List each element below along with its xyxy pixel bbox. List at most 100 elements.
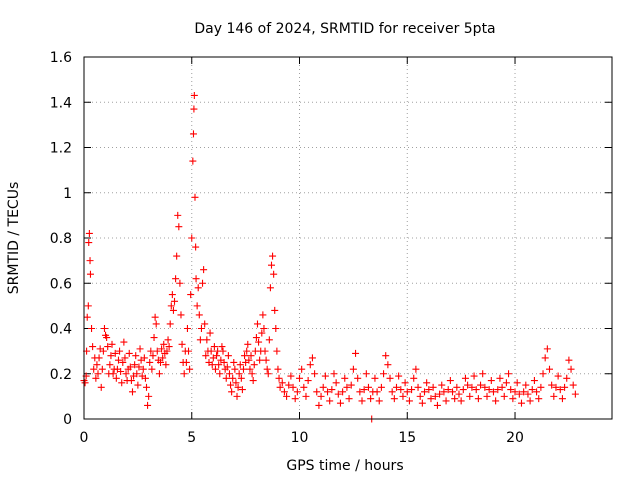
data-point [334, 390, 342, 398]
data-point [252, 334, 260, 342]
x-tick-label: 15 [398, 430, 416, 446]
data-point [108, 340, 116, 348]
data-point [234, 383, 242, 391]
data-point [304, 377, 312, 385]
data-point [216, 370, 224, 378]
data-point [200, 266, 208, 274]
data-point [188, 234, 196, 242]
data-point [164, 336, 172, 344]
data-point [126, 363, 134, 371]
data-point [405, 397, 413, 405]
data-point [190, 105, 198, 113]
data-point [220, 358, 228, 366]
data-point [427, 395, 435, 403]
data-point [165, 343, 173, 351]
data-point [237, 374, 245, 382]
data-point [225, 370, 233, 378]
data-point [111, 349, 119, 357]
data-point [81, 379, 89, 387]
data-point [440, 388, 448, 396]
data-point [418, 399, 426, 407]
data-point [412, 365, 420, 373]
data-point [571, 390, 579, 398]
data-point [153, 347, 161, 355]
y-tick-label: 0 [63, 412, 72, 428]
data-point [98, 365, 106, 373]
data-point [300, 383, 308, 391]
data-point [291, 395, 299, 403]
data-point [421, 388, 429, 396]
data-point [293, 388, 301, 396]
data-point [311, 370, 319, 378]
y-tick-label: 0.4 [50, 322, 72, 338]
data-point [399, 392, 407, 400]
data-point [215, 361, 223, 369]
data-point [326, 397, 334, 405]
data-point [95, 354, 103, 362]
data-point [429, 383, 437, 391]
data-point [362, 370, 370, 378]
data-point [135, 363, 143, 371]
data-point [487, 377, 495, 385]
data-point [339, 388, 347, 396]
data-point [517, 399, 525, 407]
data-point [410, 374, 418, 382]
data-point [360, 386, 368, 394]
data-point [275, 374, 283, 382]
data-point [187, 291, 195, 299]
data-point [118, 379, 126, 387]
data-point [336, 399, 344, 407]
data-point [116, 347, 124, 355]
data-point [120, 338, 128, 346]
data-point [92, 374, 100, 382]
data-point [175, 223, 183, 231]
data-point [195, 311, 203, 319]
data-point [185, 347, 193, 355]
data-point [550, 392, 558, 400]
data-point [125, 349, 133, 357]
data-point [199, 279, 207, 287]
data-point [248, 370, 256, 378]
data-point [489, 388, 497, 396]
data-point [526, 397, 534, 405]
data-point [485, 386, 493, 394]
data-point [502, 379, 510, 387]
data-point [151, 313, 159, 321]
data-point [459, 386, 467, 394]
data-point [128, 388, 136, 396]
data-point [173, 252, 181, 260]
data-point [494, 386, 502, 394]
data-point [88, 325, 96, 332]
data-point [356, 388, 364, 396]
data-point [112, 374, 120, 382]
data-point [178, 340, 186, 348]
data-point [449, 388, 457, 396]
data-point [192, 243, 200, 251]
data-point [468, 383, 476, 391]
data-point [207, 347, 215, 355]
data-point [232, 379, 240, 387]
data-point [280, 388, 288, 396]
y-tick-label: 1.6 [50, 50, 72, 66]
data-point [274, 365, 282, 373]
data-point [255, 338, 263, 346]
data-point [520, 388, 528, 396]
data-point [273, 347, 281, 355]
plot-frame [83, 56, 613, 420]
data-point [202, 352, 210, 360]
data-point [94, 370, 102, 378]
data-point [505, 370, 513, 378]
data-point [166, 320, 174, 328]
data-point [142, 383, 150, 391]
data-point [190, 91, 198, 99]
x-tick-label: 5 [187, 430, 196, 446]
y-tick-label: 0.6 [50, 276, 72, 292]
data-point [196, 336, 204, 344]
x-tick-label: 0 [80, 430, 89, 446]
data-point [436, 390, 444, 398]
data-point [261, 347, 269, 355]
data-point [401, 379, 409, 387]
data-point [229, 374, 237, 382]
data-point [269, 252, 277, 260]
data-point [85, 239, 93, 247]
